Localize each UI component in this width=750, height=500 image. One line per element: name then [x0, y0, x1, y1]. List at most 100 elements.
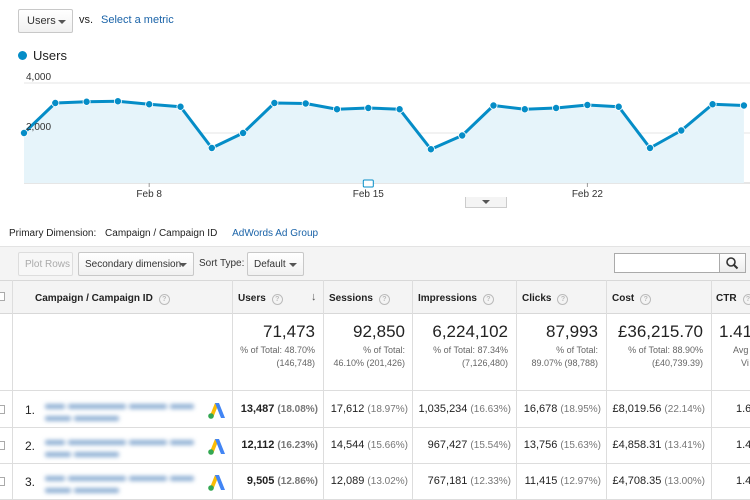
row-sessions: 12,089 (13.02%) — [330, 475, 408, 487]
row-number: 3. — [25, 475, 36, 489]
row-checkbox[interactable] — [0, 405, 5, 414]
users-line-chart: 4,000 2,000 Feb 8 Feb 15 Feb 22 — [19, 72, 750, 200]
primary-dimension-bar: Primary Dimension: Campaign / Campaign I… — [9, 228, 318, 239]
row-checkbox[interactable] — [0, 441, 5, 450]
x-tick-label: Feb 22 — [572, 189, 604, 200]
row-number: 2. — [25, 439, 36, 453]
total-impressions: 6,224,102% of Total: 87.34% (7,126,480) — [432, 322, 508, 368]
users-data-point — [426, 145, 435, 154]
header-sessions[interactable]: Sessions? — [329, 293, 390, 305]
users-data-point — [520, 105, 529, 114]
help-icon[interactable]: ? — [271, 294, 283, 305]
row-users: 12,112 (16.23%) — [241, 439, 318, 451]
users-data-point — [458, 131, 467, 140]
users-data-point — [239, 129, 248, 138]
total-users: 71,473% of Total: 48.70% (146,748) — [240, 322, 315, 368]
metric-select[interactable]: Users — [18, 9, 73, 33]
users-data-point — [145, 100, 154, 109]
help-icon[interactable]: ? — [158, 294, 170, 305]
sort-type-value: Default — [254, 259, 286, 270]
adwords-logo-icon — [208, 439, 225, 455]
secondary-dimension-select[interactable]: Secondary dimension — [78, 252, 194, 276]
total-cost: £36,215.70% of Total: 88.90% (£40,739.39) — [617, 322, 703, 368]
annotation-marker-icon — [362, 179, 374, 188]
users-data-point — [51, 99, 60, 108]
header-cost[interactable]: Cost? — [612, 293, 652, 305]
chevron-down-icon — [179, 263, 187, 267]
header-ctr[interactable]: CTR? — [716, 293, 750, 305]
row-clicks: 13,756 (15.63%) — [523, 439, 601, 451]
header-impressions[interactable]: Impressions? — [418, 293, 494, 305]
help-icon[interactable]: ? — [742, 294, 750, 305]
table-search-input[interactable] — [614, 253, 720, 273]
users-data-point — [332, 105, 341, 114]
users-data-point — [270, 99, 279, 108]
users-data-point — [614, 102, 623, 111]
select-metric-link[interactable]: Select a metric — [101, 14, 174, 26]
users-data-point — [176, 102, 185, 111]
table-toolbar: Plot Rows Secondary dimension Sort Type:… — [0, 246, 750, 280]
header-clicks[interactable]: Clicks? — [522, 293, 569, 305]
help-icon[interactable]: ? — [640, 294, 652, 305]
users-area-fill — [24, 101, 744, 183]
users-data-point — [646, 144, 655, 153]
table-totals-row: 71,473% of Total: 48.70% (146,748) 92,850… — [0, 314, 750, 391]
row-sessions: 14,544 (15.66%) — [330, 439, 408, 451]
sort-descending-icon[interactable]: ↓ — [311, 291, 317, 303]
dimension-campaign-active: Campaign / Campaign ID — [105, 228, 218, 239]
dimension-adwords-ad-group-link[interactable]: AdWords Ad Group — [232, 228, 319, 239]
select-all-checkbox[interactable] — [0, 292, 5, 301]
vs-label: vs. — [79, 14, 94, 26]
header-users[interactable]: Users? — [238, 293, 283, 305]
chevron-down-icon — [482, 200, 490, 204]
sort-type-label: Sort Type: — [199, 258, 245, 269]
legend-series-name: Users — [33, 48, 67, 63]
row-clicks: 16,678 (18.95%) — [523, 403, 601, 415]
y-tick-label: 2,000 — [26, 122, 51, 133]
search-icon — [726, 257, 739, 270]
users-data-point — [364, 104, 373, 113]
row-checkbox[interactable] — [0, 477, 5, 486]
header-campaign[interactable]: Campaign / Campaign ID? — [35, 293, 170, 305]
primary-dimension-label: Primary Dimension: — [9, 228, 97, 239]
users-data-point — [19, 129, 28, 138]
help-icon[interactable]: ? — [378, 294, 390, 305]
chevron-down-icon — [58, 20, 66, 24]
total-ctr: 1.41 Avg Vi — [719, 322, 750, 368]
users-data-point — [677, 126, 686, 135]
row-cost: £8,019.56 (22.14%) — [612, 403, 705, 415]
total-clicks: 87,993% of Total: 89.07% (98,788) — [531, 322, 598, 368]
row-number: 1. — [25, 403, 36, 417]
users-data-point — [395, 105, 404, 114]
table-row[interactable]: 2. 12,112 (16.23%) 14,544 (15.66%) 967,427 (15… — [0, 428, 750, 464]
row-users: 13,487 (18.08%) — [240, 403, 318, 415]
campaign-name-redacted[interactable] — [45, 436, 200, 457]
sort-type-select[interactable]: Default — [247, 252, 304, 276]
table-row[interactable]: 3. 9,505 (12.86%) 12,089 (13.02%) 767,181 (12.… — [0, 464, 750, 500]
row-ctr: 1.4 — [736, 475, 750, 487]
table-row[interactable]: 1. 13,487 (18.08%) 17,612 (18.97%) 1,035,234(… — [0, 392, 750, 428]
row-impressions: 767,181 (12.33%) — [427, 475, 511, 487]
users-data-point — [552, 104, 561, 113]
row-ctr: 1.6 — [736, 403, 750, 415]
table-search-button[interactable] — [719, 253, 746, 273]
row-clicks: 11,415 (12.97%) — [524, 475, 601, 487]
adwords-logo-icon — [208, 403, 225, 419]
campaign-name-redacted[interactable] — [45, 400, 200, 421]
campaign-name-redacted[interactable] — [45, 472, 200, 493]
x-tick-label: Feb 15 — [353, 189, 385, 200]
row-cost: £4,858.31 (13.41%) — [612, 439, 705, 451]
chart-resize-handle[interactable] — [465, 197, 507, 208]
y-tick-label: 4,000 — [26, 72, 51, 83]
users-data-point — [489, 101, 498, 110]
plot-rows-button[interactable]: Plot Rows — [18, 252, 73, 276]
row-sessions: 17,612 (18.97%) — [330, 403, 408, 415]
users-data-point — [301, 99, 310, 108]
help-icon[interactable]: ? — [557, 294, 569, 305]
help-icon[interactable]: ? — [482, 294, 494, 305]
users-data-point — [207, 144, 216, 153]
chevron-down-icon — [289, 263, 297, 267]
row-users: 9,505 (12.86%) — [246, 475, 318, 487]
secondary-dimension-label: Secondary dimension — [85, 259, 182, 270]
users-data-point — [739, 101, 748, 110]
